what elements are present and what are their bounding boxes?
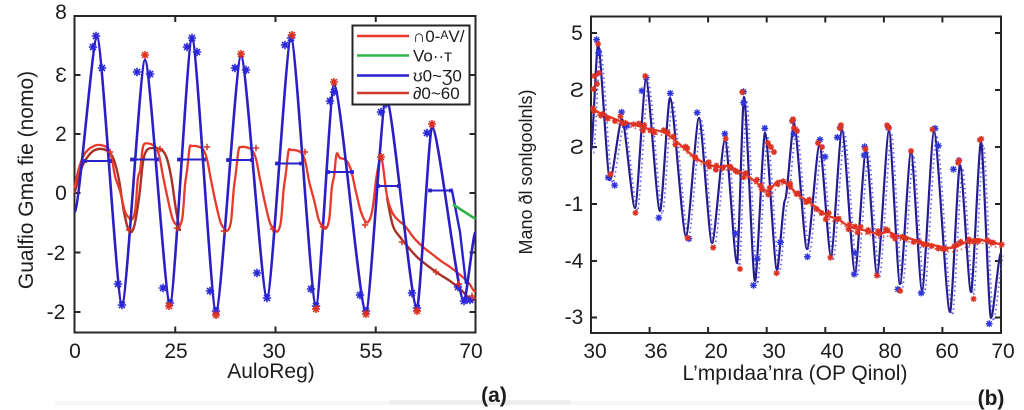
svg-text:Mano ðl sonlgoolnls): Mano ðl sonlgoolnls) [516, 89, 536, 254]
svg-text:AuloReg): AuloReg) [227, 360, 315, 383]
svg-text:∂0~60: ∂0~60 [413, 84, 460, 103]
svg-text:0: 0 [69, 340, 81, 363]
svg-text:25: 25 [164, 340, 187, 363]
svg-text:S: S [570, 79, 584, 102]
svg-text:8: 8 [55, 1, 67, 24]
svg-text:60: 60 [935, 340, 958, 363]
svg-text:S: S [570, 136, 584, 159]
svg-text:∩0-AV/: ∩0-AV/ [413, 27, 465, 46]
svg-text:-1: -1 [565, 193, 584, 216]
svg-text:70: 70 [991, 340, 1014, 363]
svg-text:36: 36 [644, 340, 667, 363]
svg-text:40: 40 [820, 340, 843, 363]
svg-text:55: 55 [359, 340, 382, 363]
svg-text:L’mpıdaa’nra (OP Qinol): L’mpıdaa’nra (OP Qinol) [683, 362, 908, 385]
svg-text:30: 30 [262, 340, 285, 363]
svg-text:2: 2 [55, 123, 67, 146]
svg-text:-4: -4 [565, 250, 584, 273]
svg-text:80: 80 [878, 340, 901, 363]
svg-text:-2: -2 [47, 301, 66, 324]
svg-text:ʊ0~Ʒ0: ʊ0~Ʒ0 [413, 67, 462, 86]
svg-text:0: 0 [55, 182, 67, 205]
svg-text:3: 3 [55, 64, 67, 87]
svg-text:70: 70 [459, 340, 482, 363]
svg-text:Gualfio Gma fie (nomo): Gualfio Gma fie (nomo) [15, 71, 38, 289]
svg-text:(b): (b) [978, 387, 1005, 410]
svg-text:Vo··т: Vo··т [413, 47, 452, 66]
svg-text:5: 5 [571, 22, 583, 45]
svg-text:20: 20 [704, 340, 727, 363]
svg-text:-3: -3 [565, 306, 584, 329]
svg-text:30: 30 [762, 340, 785, 363]
svg-text:30: 30 [583, 340, 606, 363]
svg-text:-2: -2 [47, 242, 66, 265]
svg-text:(a): (a) [481, 384, 507, 407]
